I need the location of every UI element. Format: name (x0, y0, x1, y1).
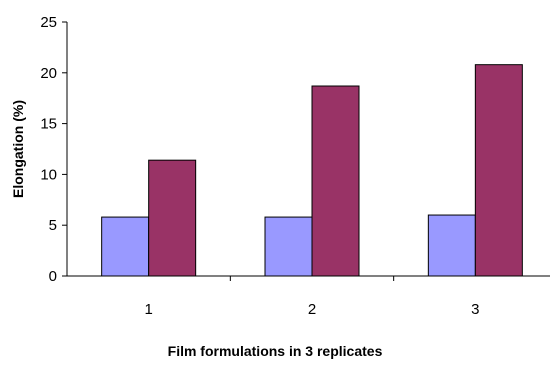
y-tick-label: 10 (40, 166, 57, 183)
ticks-layer: 0 5 10 15 20 25 1 2 3 (40, 14, 479, 318)
bar-series-2 (311, 85, 360, 277)
bar-series-1 (427, 214, 476, 277)
x-tick-label: 2 (308, 301, 316, 318)
y-tick-label: 0 (49, 268, 57, 285)
x-axis-title: Film formulations in 3 replicates (168, 343, 383, 359)
bar-series-2 (148, 159, 197, 277)
axes-layer (66, 22, 550, 277)
bar-series-2 (474, 64, 523, 277)
x-tick-label: 1 (144, 301, 152, 318)
y-tick-label: 15 (40, 116, 57, 133)
bar-series-1 (101, 216, 150, 277)
y-axis-title: Elongation (%) (10, 100, 26, 198)
y-tick-label: 25 (40, 14, 57, 31)
bars-layer (101, 64, 523, 277)
y-tick-label: 5 (49, 217, 57, 234)
x-tick-label: 3 (471, 301, 479, 318)
y-tick-label: 20 (40, 65, 57, 82)
bar-series-1 (264, 216, 313, 277)
